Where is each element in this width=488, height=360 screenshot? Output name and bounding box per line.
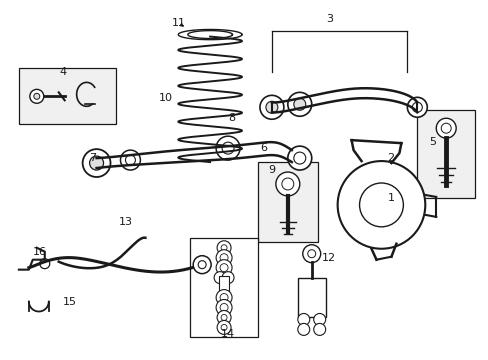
Circle shape (120, 150, 140, 170)
Circle shape (34, 93, 40, 99)
Circle shape (220, 264, 227, 272)
Circle shape (407, 97, 427, 117)
Circle shape (313, 323, 325, 336)
Circle shape (216, 250, 232, 266)
Circle shape (216, 136, 240, 160)
Circle shape (193, 256, 211, 274)
Circle shape (217, 310, 230, 324)
Circle shape (293, 98, 305, 110)
Circle shape (281, 178, 293, 190)
Text: 4: 4 (59, 67, 66, 77)
Text: 12: 12 (321, 253, 335, 263)
Circle shape (297, 323, 309, 336)
Circle shape (216, 289, 232, 306)
Text: 3: 3 (325, 14, 332, 24)
Text: 6: 6 (260, 143, 266, 153)
Circle shape (216, 260, 232, 276)
Circle shape (435, 118, 455, 138)
Circle shape (287, 146, 311, 170)
Circle shape (30, 89, 44, 103)
Circle shape (287, 92, 311, 116)
Text: 1: 1 (386, 193, 394, 203)
Text: 8: 8 (227, 113, 235, 123)
Bar (416, 110, 474, 198)
Circle shape (359, 183, 403, 227)
Circle shape (125, 155, 135, 165)
Text: 10: 10 (158, 93, 172, 103)
Text: 7: 7 (88, 153, 96, 163)
Text: 9: 9 (267, 165, 274, 175)
Text: 13: 13 (118, 217, 132, 227)
Text: 14: 14 (221, 329, 235, 339)
Circle shape (221, 315, 226, 320)
Circle shape (198, 261, 206, 269)
Circle shape (217, 241, 230, 255)
Circle shape (220, 254, 227, 262)
Bar (19, 68, 116, 124)
Text: 15: 15 (62, 297, 77, 306)
Circle shape (89, 156, 103, 170)
Circle shape (260, 95, 283, 119)
Bar (219, 276, 228, 300)
Circle shape (275, 172, 299, 196)
Circle shape (307, 250, 315, 258)
Circle shape (82, 149, 110, 177)
Text: 11: 11 (172, 18, 186, 28)
Circle shape (221, 324, 226, 330)
Circle shape (220, 303, 227, 311)
Circle shape (217, 320, 230, 334)
Text: 5: 5 (428, 137, 435, 147)
Text: 2: 2 (386, 153, 394, 163)
Circle shape (216, 300, 232, 315)
Circle shape (222, 272, 234, 284)
Circle shape (440, 123, 450, 133)
Text: 16: 16 (33, 247, 47, 257)
Circle shape (337, 161, 425, 249)
Circle shape (302, 245, 320, 263)
Circle shape (411, 102, 422, 112)
Circle shape (265, 101, 277, 113)
Bar (297, 278, 325, 318)
Bar (258, 162, 317, 242)
Circle shape (293, 152, 305, 164)
Circle shape (221, 245, 226, 251)
Circle shape (40, 259, 50, 269)
Bar (190, 238, 258, 337)
Circle shape (313, 314, 325, 325)
Circle shape (220, 293, 227, 302)
Circle shape (297, 314, 309, 325)
Circle shape (222, 142, 234, 154)
Circle shape (214, 272, 225, 284)
